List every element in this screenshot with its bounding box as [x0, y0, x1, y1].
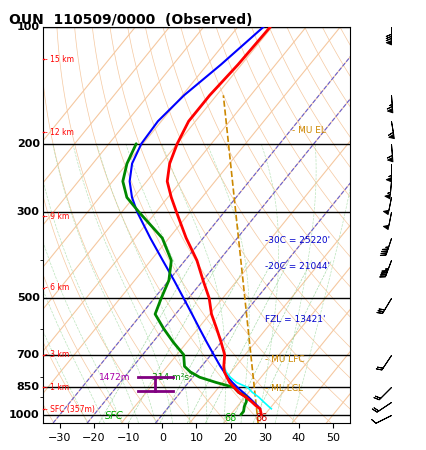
Text: 200: 200 [17, 139, 40, 149]
Text: - MU EL: - MU EL [291, 126, 325, 135]
Text: - 6 km: - 6 km [45, 283, 69, 292]
Polygon shape [245, 397, 253, 402]
Polygon shape [233, 387, 242, 392]
Text: -20C = 21044': -20C = 21044' [264, 262, 329, 271]
Polygon shape [229, 382, 237, 387]
Text: SFC: SFC [105, 410, 124, 421]
Text: - 9 km: - 9 km [45, 212, 69, 221]
Text: 100: 100 [17, 22, 40, 32]
Text: - 1 km: - 1 km [45, 383, 69, 392]
Text: - MU LFC: - MU LFC [264, 355, 304, 364]
Polygon shape [238, 392, 248, 397]
Polygon shape [256, 406, 259, 409]
Text: - ML LCL: - ML LCL [264, 384, 302, 393]
Text: 300: 300 [17, 207, 40, 217]
Text: 850: 850 [17, 382, 40, 392]
Polygon shape [251, 402, 257, 406]
Text: 700: 700 [17, 350, 40, 360]
Text: 1000: 1000 [9, 410, 40, 420]
Text: OUN  110509/0000  (Observed): OUN 110509/0000 (Observed) [9, 14, 251, 27]
Text: 1472m: 1472m [98, 373, 130, 382]
Text: FZL = 13421': FZL = 13421' [264, 315, 325, 324]
Text: -30C = 25220': -30C = 25220' [264, 236, 329, 245]
Text: 314 m²s²: 314 m²s² [152, 373, 192, 382]
Text: 68: 68 [224, 413, 236, 423]
Text: - 15 km: - 15 km [45, 54, 74, 63]
Polygon shape [226, 377, 232, 382]
Polygon shape [224, 372, 227, 377]
Text: 500: 500 [17, 293, 40, 303]
Text: - 3 km: - 3 km [45, 350, 69, 359]
Text: - 12 km: - 12 km [45, 128, 74, 137]
Text: 86: 86 [255, 413, 267, 423]
Text: - SFC (357m): - SFC (357m) [45, 405, 95, 414]
